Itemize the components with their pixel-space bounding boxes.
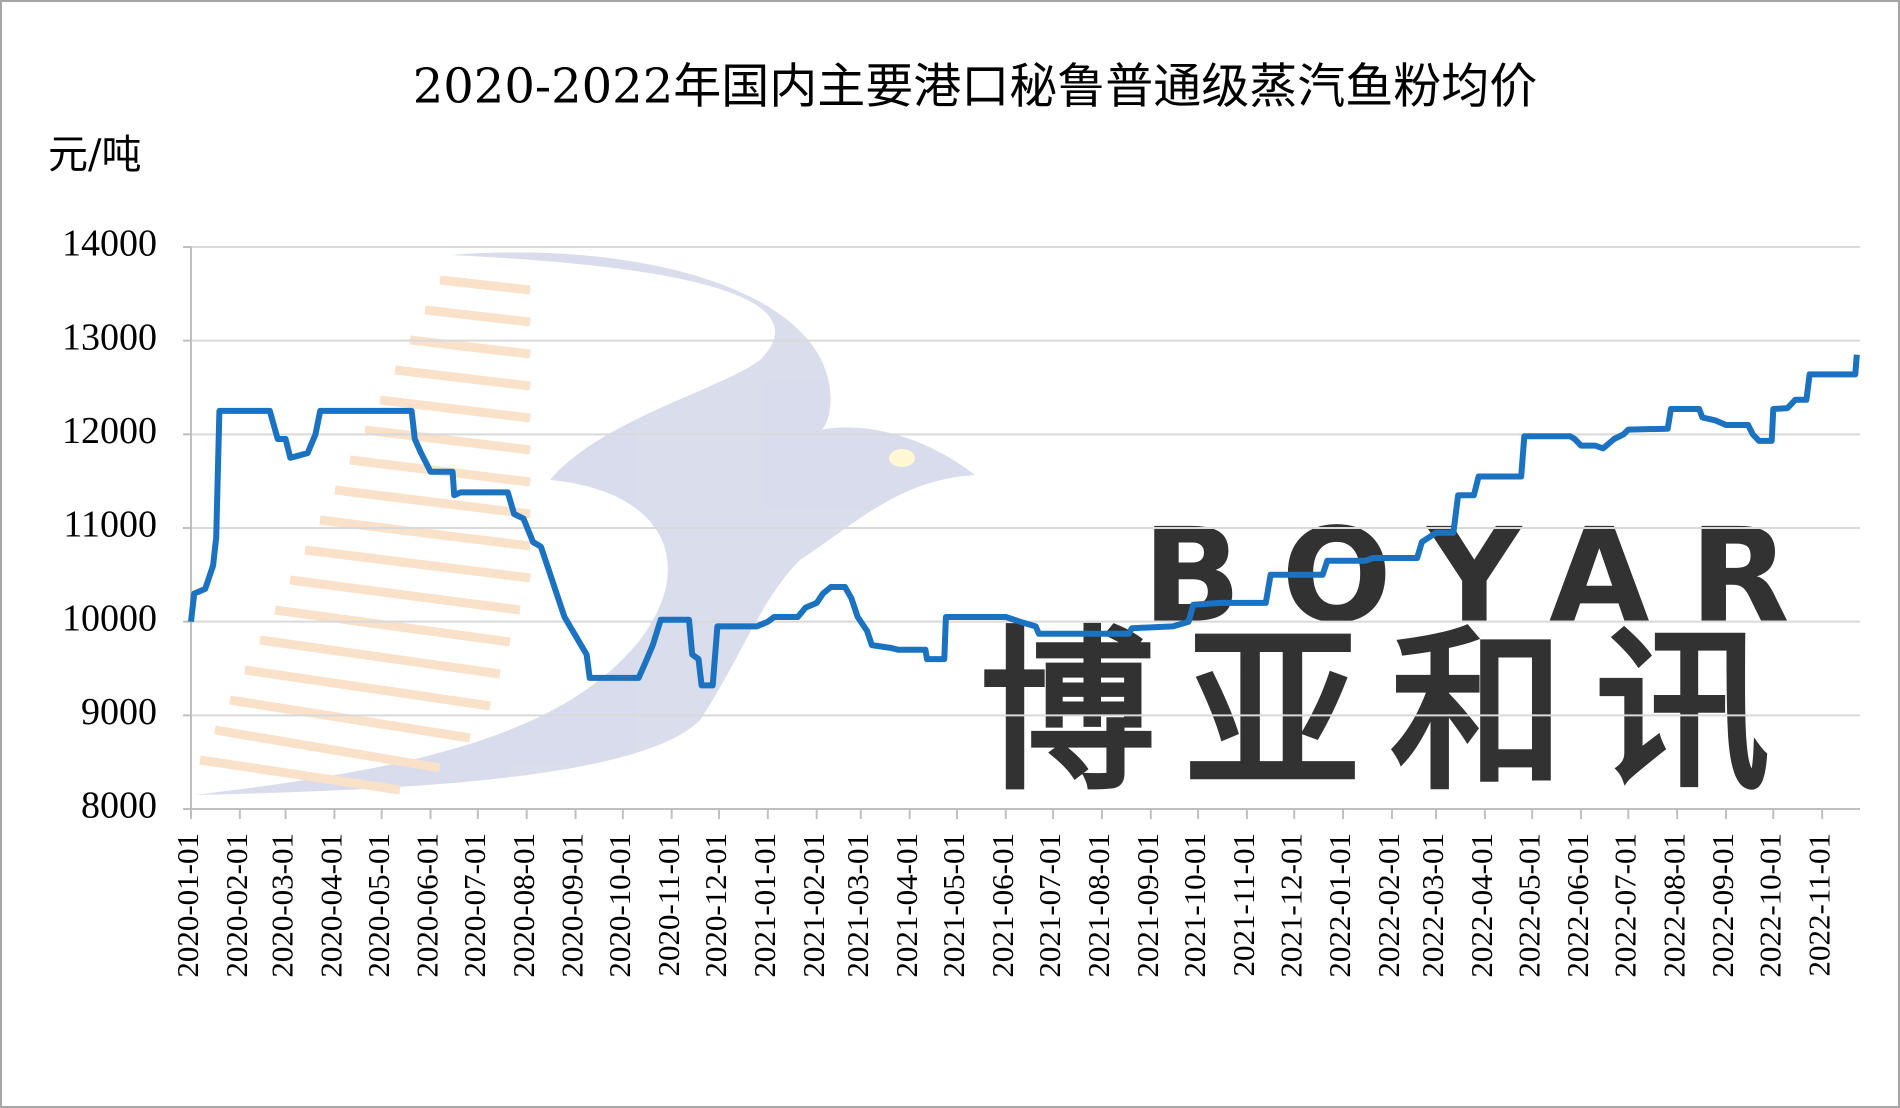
y-tick-label: 8000 xyxy=(81,785,157,827)
x-tick-label: 2021-03-01 xyxy=(840,833,875,978)
x-tick-label: 2020-08-01 xyxy=(506,833,541,978)
x-tick-label: 2022-04-01 xyxy=(1464,833,1499,978)
x-tick-label: 2020-11-01 xyxy=(651,833,686,977)
y-tick-label: 9000 xyxy=(81,691,157,733)
x-tick-label: 2021-05-01 xyxy=(936,833,971,978)
watermark-chinese: 博亚和讯 xyxy=(980,612,1800,815)
watermark-brand: BOYAR xyxy=(1142,500,1829,652)
x-tick-label: 2022-10-01 xyxy=(1752,833,1787,978)
x-tick-label: 2020-07-01 xyxy=(457,833,492,978)
y-tick-label: 13000 xyxy=(62,316,157,358)
x-tick-label: 2022-01-01 xyxy=(1322,833,1357,978)
data-line xyxy=(188,354,1860,689)
x-tick-label: 2021-09-01 xyxy=(1130,833,1165,978)
x-tick-label: 2021-08-01 xyxy=(1081,833,1116,978)
x-tick-label: 2021-10-01 xyxy=(1177,833,1212,978)
chart-title: 2020-2022年国内主要港口秘鲁普通级蒸汽鱼粉均价 xyxy=(413,59,1538,115)
x-tick-label: 2022-09-01 xyxy=(1705,833,1740,978)
y-tick-label: 12000 xyxy=(62,410,157,452)
y-tick-label: 11000 xyxy=(63,504,157,546)
x-tick-label: 2021-04-01 xyxy=(889,833,924,978)
x-tick-label: 2022-05-01 xyxy=(1511,833,1546,978)
x-tick-label: 2020-06-01 xyxy=(410,833,445,978)
x-tick-label: 2020-02-01 xyxy=(219,833,254,978)
y-axis-label: 元/吨 xyxy=(48,132,141,178)
x-tick-label: 2022-11-01 xyxy=(1801,833,1836,977)
x-tick-label: 2022-02-01 xyxy=(1371,833,1406,978)
x-tick-label: 2022-07-01 xyxy=(1607,833,1642,978)
x-tick-label: 2020-10-01 xyxy=(602,833,637,978)
x-tick-label: 2022-03-01 xyxy=(1415,833,1450,978)
x-tick-label: 2022-06-01 xyxy=(1560,833,1595,978)
x-tick-label: 2020-01-01 xyxy=(170,833,205,978)
x-tick-label: 2020-12-01 xyxy=(698,833,733,978)
x-tick-label: 2021-11-01 xyxy=(1226,833,1261,977)
x-tick-label: 2020-05-01 xyxy=(361,833,396,978)
x-tick-label: 2022-08-01 xyxy=(1656,833,1691,978)
x-tick-label: 2020-04-01 xyxy=(314,833,349,978)
x-tick-label: 2021-01-01 xyxy=(747,833,782,978)
x-tick-label: 2021-02-01 xyxy=(796,833,831,978)
x-tick-label: 2021-07-01 xyxy=(1032,833,1067,978)
x-tick-label: 2020-09-01 xyxy=(555,833,590,978)
x-tick-label: 2020-03-01 xyxy=(265,833,300,978)
watermark-logo xyxy=(195,252,975,796)
x-tick-label: 2021-12-01 xyxy=(1273,833,1308,978)
y-tick-label: 10000 xyxy=(62,597,157,639)
y-tick-label: 14000 xyxy=(62,223,157,265)
x-tick-label: 2021-06-01 xyxy=(985,833,1020,978)
